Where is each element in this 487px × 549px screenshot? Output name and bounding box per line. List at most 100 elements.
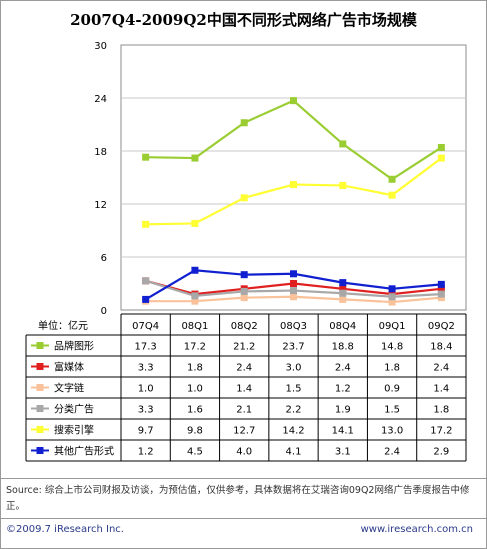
data-label: 1.8 — [384, 363, 400, 374]
data-point — [191, 219, 199, 227]
data-point — [142, 295, 150, 303]
y-tick-label: 24 — [94, 94, 107, 105]
data-label: 4.5 — [187, 447, 203, 458]
data-label: 1.6 — [187, 405, 203, 416]
data-point — [388, 191, 396, 199]
x-tick-label: 08Q4 — [329, 321, 356, 332]
data-point — [339, 289, 347, 297]
footer-divider — [0, 518, 487, 519]
data-label: 14.1 — [332, 426, 354, 437]
legend-label: 搜索引擎 — [54, 424, 94, 437]
data-point — [240, 119, 248, 127]
data-point — [388, 298, 396, 306]
data-point — [437, 154, 445, 162]
x-tick-label: 09Q1 — [379, 321, 406, 332]
data-point — [240, 194, 248, 202]
data-label: 1.8 — [433, 405, 449, 416]
data-label: 3.3 — [138, 405, 154, 416]
data-point — [290, 181, 297, 189]
data-label: 9.8 — [187, 426, 203, 437]
y-tick-label: 12 — [94, 200, 107, 211]
y-tick-label: 18 — [94, 147, 107, 158]
legend-marker — [36, 342, 44, 349]
data-label: 13.0 — [381, 426, 403, 437]
data-label: 1.5 — [286, 384, 302, 395]
data-point — [437, 143, 445, 151]
data-point — [437, 290, 445, 298]
data-label: 18.8 — [332, 342, 354, 353]
x-tick-label: 08Q3 — [280, 321, 307, 332]
data-label: 2.4 — [335, 363, 351, 374]
data-label: 9.7 — [138, 426, 154, 437]
data-label: 1.4 — [236, 384, 252, 395]
source-divider — [0, 478, 487, 479]
data-label: 2.1 — [236, 405, 252, 416]
legend-marker — [36, 405, 44, 412]
legend-marker — [36, 384, 44, 391]
data-point — [339, 181, 347, 189]
data-label: 14.8 — [381, 342, 403, 353]
data-label: 1.2 — [335, 384, 351, 395]
data-label: 18.4 — [430, 342, 452, 353]
data-label: 3.0 — [286, 363, 302, 374]
data-label: 1.9 — [335, 405, 351, 416]
y-tick-label: 30 — [94, 41, 107, 52]
data-label: 3.1 — [335, 447, 351, 458]
data-point — [191, 154, 199, 162]
data-point — [339, 140, 347, 148]
data-point — [290, 280, 297, 287]
data-label: 2.2 — [286, 405, 302, 416]
data-label: 12.7 — [233, 426, 255, 437]
y-tick-label: 6 — [101, 253, 107, 264]
data-label: 1.8 — [187, 363, 203, 374]
data-point — [142, 277, 150, 285]
data-label: 4.1 — [286, 447, 302, 458]
legend-label: 富媒体 — [54, 361, 84, 374]
legend-label: 品牌图形 — [54, 340, 94, 353]
legend-marker — [36, 447, 44, 454]
data-point — [388, 285, 396, 293]
data-point — [388, 293, 396, 301]
copyright: ©2009.7 iResearch Inc. — [6, 524, 124, 535]
data-label: 3.3 — [138, 363, 154, 374]
data-label: 17.3 — [135, 342, 157, 353]
plot-area — [120, 44, 467, 311]
data-point — [437, 280, 445, 288]
data-point — [142, 153, 150, 161]
data-point — [437, 294, 445, 302]
data-point — [437, 285, 445, 293]
data-point — [290, 270, 297, 278]
data-point — [290, 287, 297, 295]
data-label: 1.2 — [138, 447, 154, 458]
x-tick-label: 07Q4 — [132, 321, 159, 332]
data-label: 4.0 — [236, 447, 252, 458]
y-tick-label: 0 — [101, 306, 107, 317]
data-label: 23.7 — [282, 342, 304, 353]
data-label: 1.0 — [187, 384, 203, 395]
x-tick-label: 08Q1 — [181, 321, 208, 332]
data-label: 17.2 — [430, 426, 452, 437]
data-label: 2.4 — [433, 363, 449, 374]
website-link[interactable]: www.iresearch.com.cn — [360, 524, 473, 535]
data-label: 17.2 — [184, 342, 206, 353]
data-label: 0.9 — [384, 384, 400, 395]
x-tick-label: 08Q2 — [231, 321, 258, 332]
data-point — [240, 294, 248, 302]
unit-label: 单位：亿元 — [38, 319, 88, 332]
data-point — [240, 271, 248, 279]
data-point — [388, 175, 396, 183]
legend-label: 文字链 — [54, 382, 84, 395]
data-label: 2.4 — [236, 363, 252, 374]
data-point — [191, 292, 199, 300]
chart-title: 2007Q4-2009Q2中国不同形式网络广告市场规模 — [70, 11, 417, 29]
data-point — [240, 287, 248, 295]
data-label: 14.2 — [282, 426, 304, 437]
data-label: 21.2 — [233, 342, 255, 353]
data-point — [290, 293, 297, 301]
x-tick-label: 09Q2 — [428, 321, 455, 332]
legend-marker — [36, 426, 44, 433]
legend-label: 分类广告 — [54, 403, 94, 416]
data-point — [339, 295, 347, 303]
data-label: 1.5 — [384, 405, 400, 416]
